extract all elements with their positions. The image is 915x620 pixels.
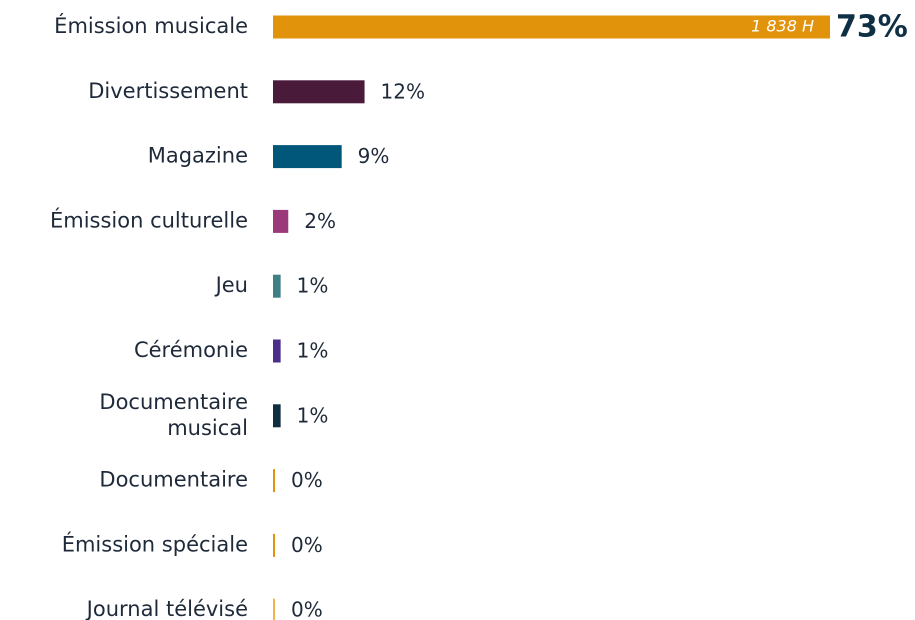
category-line: Magazine (148, 144, 248, 168)
category-line: Émission culturelle (50, 207, 248, 232)
category-label: Émission culturelle (50, 207, 248, 232)
value-label: 12% (381, 79, 425, 103)
bar (273, 533, 275, 557)
category-line: Jeu (214, 273, 248, 297)
value-label: 1% (297, 274, 329, 298)
value-label: 0% (291, 598, 323, 620)
category-label: Magazine (148, 144, 248, 168)
bar (273, 145, 342, 169)
category-line: Documentaire (99, 468, 248, 492)
value-label: 0% (291, 468, 323, 492)
bar (273, 209, 289, 233)
bar (273, 469, 275, 493)
bar (273, 274, 281, 298)
category-label: Cérémonie (134, 338, 248, 362)
category-label: Documentaire (99, 468, 248, 492)
value-label: 1% (297, 339, 329, 363)
category-label: Divertissement (88, 79, 248, 103)
category-label: Journal télévisé (85, 597, 248, 620)
category-label: Émission musicale (54, 13, 248, 38)
category-line: musical (167, 416, 248, 440)
bar (273, 339, 281, 363)
bar (273, 15, 830, 39)
annotation: 1 838 H (751, 17, 814, 36)
category-label: Émission spéciale (62, 531, 248, 556)
category-label: Documentaire musical (99, 390, 248, 440)
value-label: 2% (304, 209, 336, 233)
category-line: Divertissement (88, 79, 248, 103)
category-line: Documentaire (99, 390, 248, 414)
category-line: Émission musicale (54, 13, 248, 38)
bar (273, 80, 365, 104)
category-label: Jeu (214, 273, 248, 297)
category-line: Émission spéciale (62, 531, 248, 556)
value-label: 73% (836, 10, 908, 45)
bar (273, 404, 281, 428)
bar (273, 598, 275, 620)
category-line: Journal télévisé (85, 597, 248, 620)
category-line: Cérémonie (134, 338, 248, 362)
value-label: 9% (358, 144, 390, 168)
value-label: 0% (291, 533, 323, 557)
value-label: 1% (297, 403, 329, 427)
